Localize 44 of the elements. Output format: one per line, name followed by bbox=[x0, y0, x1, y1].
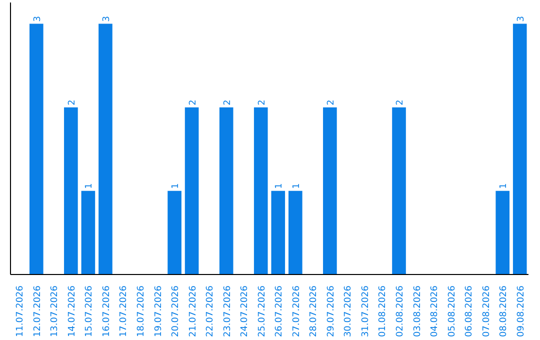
data-label: 1 bbox=[274, 183, 285, 189]
x-tick-label: 06.08.2026 bbox=[464, 285, 475, 338]
data-label: 2 bbox=[396, 100, 406, 106]
data-label: 3 bbox=[32, 16, 43, 22]
x-tick-label: 05.08.2026 bbox=[447, 285, 458, 338]
x-tick-label: 21.07.2026 bbox=[188, 285, 198, 338]
x-tick-label: 28.07.2026 bbox=[309, 285, 320, 338]
data-label: 1 bbox=[84, 183, 95, 189]
x-tick-label: 27.07.2026 bbox=[292, 285, 302, 338]
data-label: 1 bbox=[171, 183, 182, 189]
data-label: 1 bbox=[292, 183, 302, 189]
x-tick-label: 04.08.2026 bbox=[430, 285, 440, 338]
x-tick-label: 18.07.2026 bbox=[136, 285, 146, 338]
x-tick-label: 31.07.2026 bbox=[360, 285, 371, 338]
x-tick-label: 20.07.2026 bbox=[171, 285, 182, 338]
data-label: 3 bbox=[102, 16, 112, 22]
data-label: 2 bbox=[257, 100, 268, 106]
x-tick-label: 26.07.2026 bbox=[274, 285, 285, 338]
x-tick-label: 19.07.2026 bbox=[154, 285, 164, 338]
x-tick-label: 16.07.2026 bbox=[102, 285, 112, 338]
x-tick-label: 09.08.2026 bbox=[516, 285, 526, 338]
x-tick-label: 12.07.2026 bbox=[32, 285, 43, 338]
x-tick-label: 08.08.2026 bbox=[499, 285, 510, 338]
data-label: 3 bbox=[516, 16, 526, 22]
x-tick-label: 14.07.2026 bbox=[67, 285, 78, 338]
x-tick-label: 11.07.2026 bbox=[16, 285, 26, 338]
x-tick-label: 02.08.2026 bbox=[396, 285, 406, 338]
data-label: 2 bbox=[67, 100, 78, 106]
data-label: 2 bbox=[222, 100, 233, 106]
data-label: 2 bbox=[326, 100, 336, 106]
x-tick-label: 22.07.2026 bbox=[206, 285, 216, 338]
x-tick-label: 29.07.2026 bbox=[326, 285, 336, 338]
x-tick-label: 17.07.2026 bbox=[119, 285, 130, 338]
x-tick-label: 13.07.2026 bbox=[50, 285, 60, 338]
x-tick-label: 25.07.2026 bbox=[257, 285, 268, 338]
x-tick-label: 03.08.2026 bbox=[412, 285, 423, 338]
x-tick-label: 30.07.2026 bbox=[344, 285, 354, 338]
x-tick-label: 23.07.2026 bbox=[222, 285, 233, 338]
data-label: 1 bbox=[499, 183, 510, 189]
x-tick-label: 01.08.2026 bbox=[378, 285, 388, 338]
x-tick-label: 24.07.2026 bbox=[240, 285, 250, 338]
x-tick-label: 07.08.2026 bbox=[482, 285, 492, 338]
data-label: 2 bbox=[188, 100, 198, 106]
x-tick-label: 15.07.2026 bbox=[84, 285, 95, 338]
